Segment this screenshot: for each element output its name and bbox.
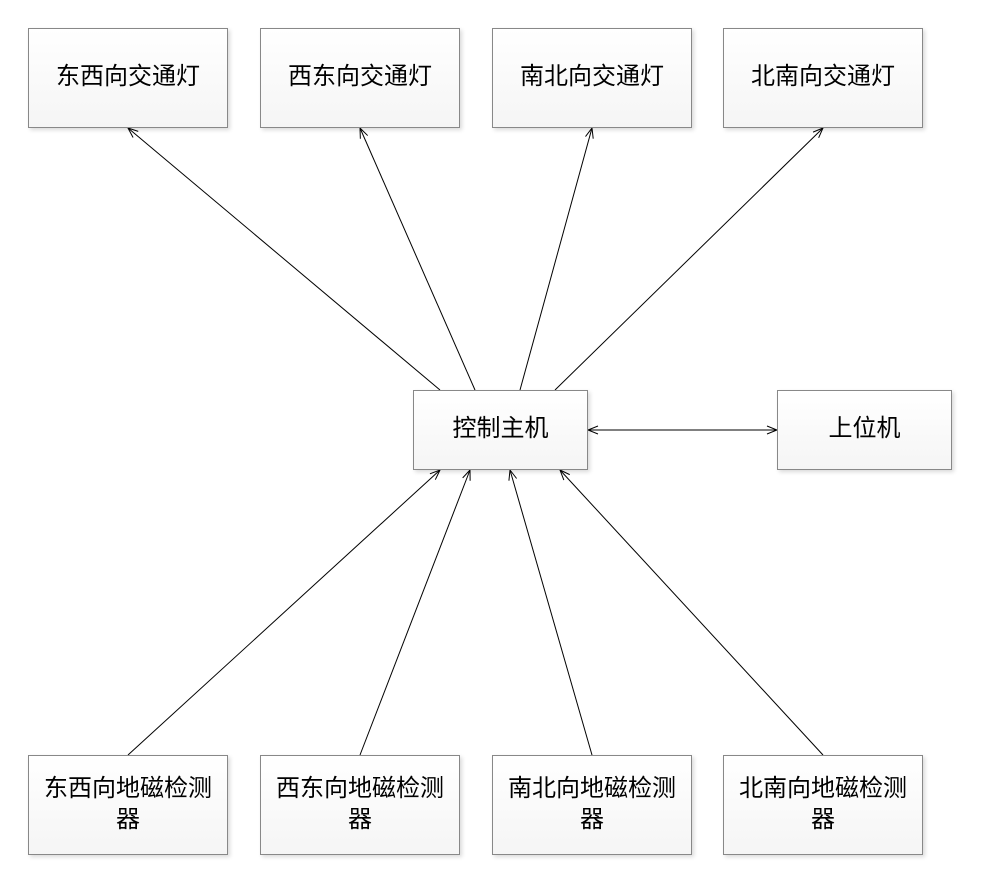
node-label: 南北向交通灯 [520, 62, 664, 93]
node-label: 东西向交通灯 [56, 62, 200, 93]
node-det-ew: 东西向地磁检测器 [28, 755, 228, 855]
node-label: 西东向地磁检测器 [269, 774, 451, 836]
node-label: 上位机 [829, 414, 901, 445]
node-label: 北南向地磁检测器 [732, 774, 914, 836]
node-det-we: 西东向地磁检测器 [260, 755, 460, 855]
node-label: 控制主机 [453, 414, 549, 445]
node-label: 东西向地磁检测器 [37, 774, 219, 836]
node-det-sn: 南北向地磁检测器 [492, 755, 692, 855]
node-host: 上位机 [777, 390, 952, 470]
node-light-sn: 南北向交通灯 [492, 28, 692, 128]
node-label: 西东向交通灯 [288, 62, 432, 93]
node-controller: 控制主机 [413, 390, 588, 470]
node-label: 北南向交通灯 [751, 62, 895, 93]
node-light-ns: 北南向交通灯 [723, 28, 923, 128]
node-label: 南北向地磁检测器 [501, 774, 683, 836]
node-light-we: 西东向交通灯 [260, 28, 460, 128]
node-light-ew: 东西向交通灯 [28, 28, 228, 128]
node-det-ns: 北南向地磁检测器 [723, 755, 923, 855]
